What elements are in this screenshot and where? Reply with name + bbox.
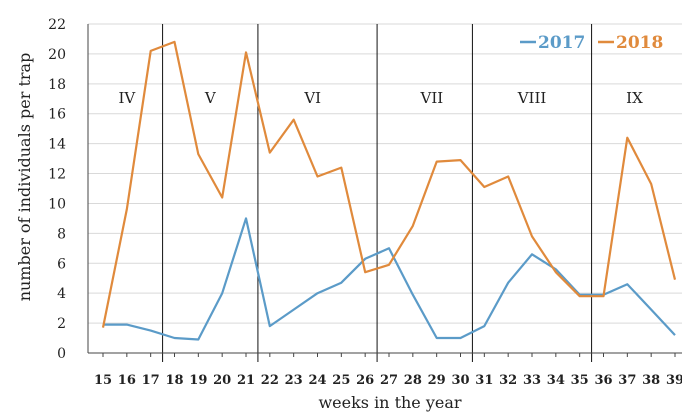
x-tick-label: 29 (428, 373, 446, 388)
x-tick-label: 26 (356, 373, 374, 388)
series-line-2018 (103, 42, 675, 328)
x-tick-label: 35 (571, 373, 589, 388)
month-label: VIII (517, 89, 547, 107)
series-line-2017 (103, 218, 675, 339)
x-tick-label: 39 (666, 373, 682, 388)
y-axis-title: number of individuals per trap (15, 53, 34, 302)
x-tick-label: 23 (285, 373, 303, 388)
month-label: VI (303, 89, 321, 107)
y-tick-label: 10 (48, 196, 66, 212)
x-tick-label: 17 (142, 373, 160, 388)
y-tick-label: 12 (48, 167, 66, 183)
grid-lines (88, 24, 682, 323)
x-tick-label: 19 (189, 373, 207, 388)
y-tick-label: 8 (57, 226, 66, 242)
y-tick-label: 18 (48, 77, 66, 93)
x-tick-label: 31 (475, 373, 493, 388)
y-tick-label: 2 (57, 316, 66, 332)
x-tick-label: 16 (118, 373, 136, 388)
x-tick-label: 18 (165, 373, 183, 388)
legend-label-2017: 2017 (538, 33, 585, 53)
x-tick-label: 27 (380, 373, 398, 388)
legend-label-2018: 2018 (616, 33, 663, 53)
y-tick-label: 0 (57, 346, 66, 362)
x-axis-ticks: 15 16 17 18 19 20 21 22 23 24 25 26 27 28 29 30 31 32 33 34… (94, 353, 682, 388)
y-axis-ticks: 0 2 4 6 8 10 12 14 16 18 20 22 (48, 17, 66, 362)
x-tick-label: 38 (642, 373, 660, 388)
x-tick-label: 33 (523, 373, 541, 388)
x-axis-title: weeks in the year (318, 393, 461, 412)
x-tick-label: 36 (594, 373, 612, 388)
month-labels: IV V VI VII VIII IX (118, 89, 643, 107)
x-tick-label: 28 (404, 373, 422, 388)
y-tick-label: 14 (48, 137, 66, 153)
y-tick-label: 6 (57, 256, 66, 272)
month-dividers (163, 24, 592, 362)
y-tick-label: 4 (57, 286, 66, 302)
y-tick-label: 16 (48, 107, 66, 123)
x-tick-label: 32 (499, 373, 517, 388)
month-label: V (204, 89, 217, 107)
y-tick-label: 22 (48, 17, 66, 33)
month-label: IV (118, 89, 136, 107)
x-tick-label: 15 (94, 373, 112, 388)
x-tick-label: 34 (547, 373, 565, 388)
x-tick-label: 30 (451, 373, 469, 388)
month-label: VII (420, 89, 444, 107)
x-tick-label: 20 (213, 373, 231, 388)
x-tick-label: 21 (237, 373, 255, 388)
series-lines (103, 42, 675, 340)
x-tick-label: 24 (308, 373, 326, 388)
month-label: IX (626, 89, 643, 107)
x-tick-label: 37 (618, 373, 636, 388)
y-tick-label: 20 (48, 47, 66, 63)
x-tick-label: 22 (261, 373, 279, 388)
x-tick-label: 25 (332, 373, 350, 388)
